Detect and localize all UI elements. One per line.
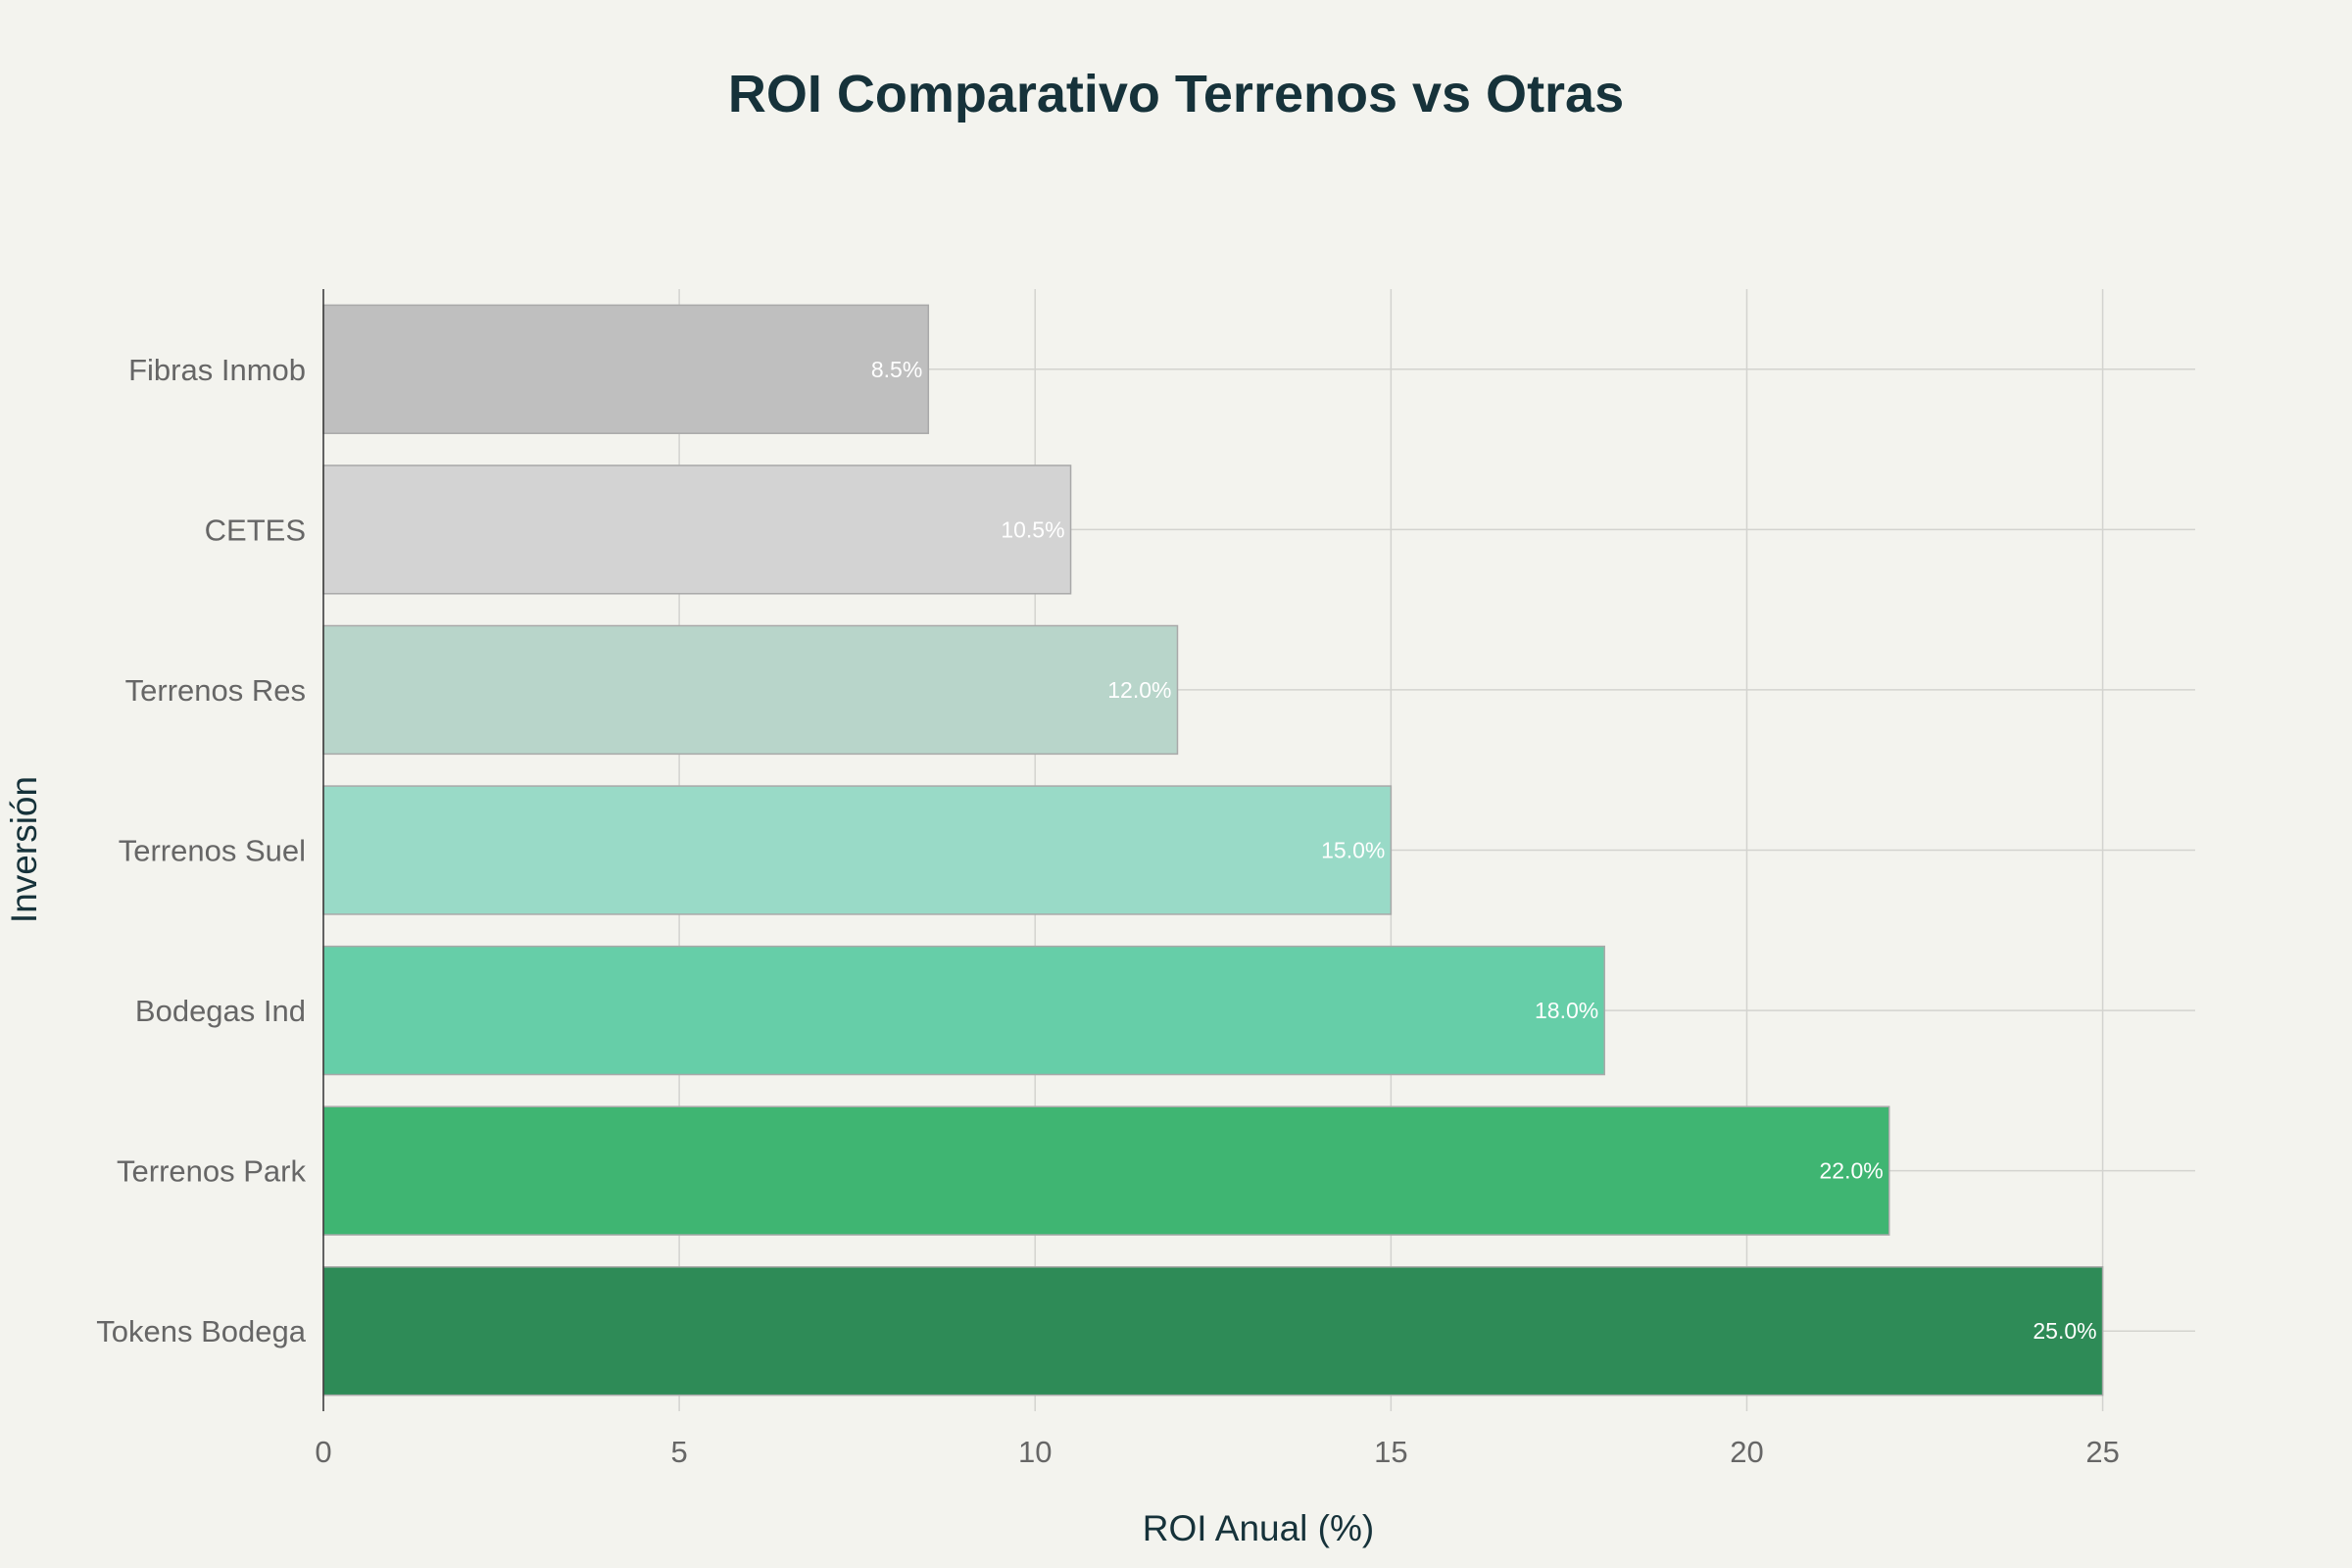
data-label: 25.0% [2033,1318,2096,1344]
x-axis-title: ROI Anual (%) [1143,1508,1374,1548]
y-tick-label: Bodegas Ind [135,994,306,1028]
data-label: 22.0% [1819,1158,1883,1184]
bar-fibras-inmob [322,304,930,434]
bar-terrenos-res [322,624,1179,756]
x-tick-label: 20 [1730,1435,1763,1469]
data-label: 10.5% [1001,516,1064,542]
y-tick-label: Terrenos Park [117,1154,306,1189]
y-tick-label: CETES [205,513,306,547]
data-labels-layer: 8.5% 10.5% 12.0% 15.0% 18.0% 22.0% 25.0% [871,357,2097,1344]
chart-title: ROI Comparativo Terrenos vs Otras [728,65,1624,123]
x-tick-label: 10 [1018,1435,1052,1469]
bar-terrenos-suel [322,785,1393,915]
y-tick-label: Terrenos Suel [119,834,306,868]
x-tick-labels: 0 5 10 15 20 25 [315,1435,2119,1469]
data-label: 15.0% [1321,838,1385,863]
y-tick-label: Terrenos Res [125,673,306,708]
y-tick-labels: Fibras Inmob CETES Terrenos Res Terrenos Su… [96,353,306,1348]
x-tick-label: 5 [670,1435,687,1469]
x-tick-label: 0 [315,1435,331,1469]
x-tick-label: 25 [2085,1435,2119,1469]
x-tick-label: 15 [1374,1435,1407,1469]
data-label: 8.5% [871,357,922,382]
bars-layer [322,304,2104,1396]
y-tick-label: Fibras Inmob [128,353,306,387]
y-tick-label: Tokens Bodega [96,1314,306,1348]
bar-cetes [322,465,1072,595]
y-axis-title: Inversión [4,776,44,923]
bar-tokens-bodega [322,1266,2104,1396]
bar-bodegas-ind [322,945,1605,1076]
data-label: 18.0% [1535,998,1598,1023]
bar-terrenos-park [322,1105,1890,1236]
data-label: 12.0% [1107,677,1171,703]
